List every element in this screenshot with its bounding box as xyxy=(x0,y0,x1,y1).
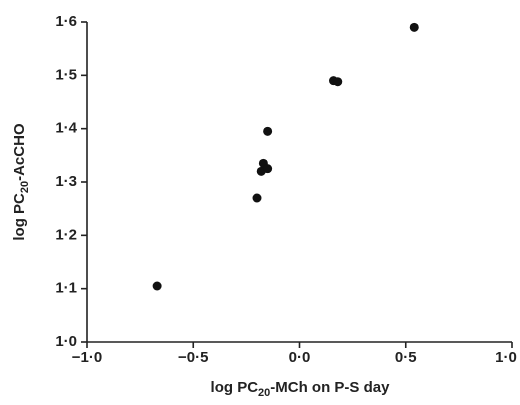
x-tick-label: −0·5 xyxy=(178,349,208,366)
y-tick-label: 1·1 xyxy=(55,280,77,297)
y-label-subscript: 20 xyxy=(19,181,31,193)
x-label-part: -MCh on P-S day xyxy=(270,379,390,396)
y-tick-label: 1·0 xyxy=(55,333,77,350)
y-tick-label: 1·5 xyxy=(55,66,77,83)
x-axis-label: log PC20-MCh on P-S day xyxy=(211,379,391,399)
y-tick-label: 1·2 xyxy=(55,226,77,243)
y-label-part: log PC xyxy=(11,193,28,241)
point xyxy=(263,164,273,174)
x-tick-label: 0·5 xyxy=(395,349,417,366)
point xyxy=(263,126,273,136)
x-tick-label: 0·0 xyxy=(289,349,311,366)
y-label-part: -AcCHO xyxy=(11,123,28,181)
y-tick-label: 1·3 xyxy=(55,173,77,190)
point xyxy=(252,193,262,203)
point xyxy=(152,281,162,291)
x-label-subscript: 20 xyxy=(258,387,270,399)
y-tick-label: 1·4 xyxy=(55,120,77,137)
point xyxy=(409,22,419,32)
x-tick-label: −1·0 xyxy=(72,349,102,366)
x-tick-label: 1·0 xyxy=(495,349,517,366)
y-axis-label: log PC20-AcCHO xyxy=(11,123,31,241)
x-label-part: log PC xyxy=(211,379,259,396)
y-tick-label: 1·6 xyxy=(55,13,77,30)
point xyxy=(333,77,343,87)
